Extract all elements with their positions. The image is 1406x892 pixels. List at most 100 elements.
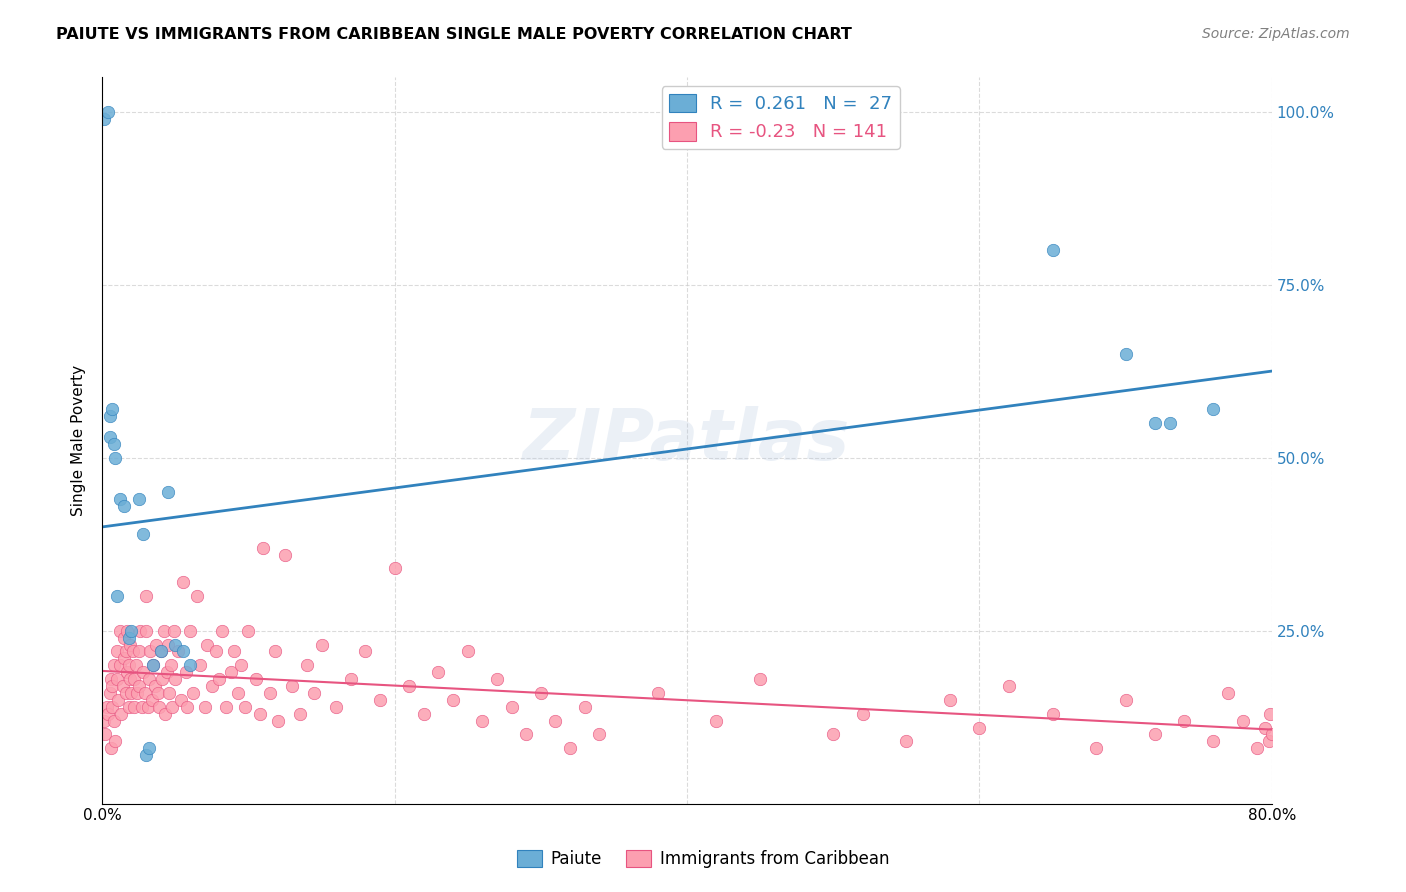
Point: [1042, 244, 1064, 258]
Point: [136, 699, 159, 714]
Point: [129, 624, 152, 638]
Point: [172, 644, 194, 658]
Point: [118, 638, 141, 652]
Point: [398, 679, 420, 693]
Point: [1143, 727, 1166, 741]
Point: [339, 672, 361, 686]
Point: [851, 706, 873, 721]
Point: [97, 105, 120, 120]
Point: [1232, 714, 1254, 728]
Point: [384, 561, 406, 575]
Point: [104, 734, 127, 748]
Point: [997, 679, 1019, 693]
Point: [457, 644, 479, 658]
Point: [1202, 402, 1225, 417]
Point: [163, 624, 186, 638]
Point: [117, 631, 139, 645]
Point: [128, 679, 150, 693]
Legend: Paiute, Immigrants from Caribbean: Paiute, Immigrants from Caribbean: [510, 843, 896, 875]
Point: [103, 714, 125, 728]
Point: [530, 686, 553, 700]
Point: [588, 727, 610, 741]
Point: [146, 686, 169, 700]
Point: [134, 686, 156, 700]
Point: [325, 699, 347, 714]
Point: [295, 658, 318, 673]
Point: [103, 658, 125, 673]
Text: PAIUTE VS IMMIGRANTS FROM CARIBBEAN SINGLE MALE POVERTY CORRELATION CHART: PAIUTE VS IMMIGRANTS FROM CARIBBEAN SING…: [56, 27, 852, 42]
Point: [939, 693, 962, 707]
Point: [110, 706, 132, 721]
Point: [120, 624, 142, 638]
Point: [132, 665, 155, 680]
Point: [179, 658, 201, 673]
Point: [1261, 727, 1284, 741]
Legend: R =  0.261   N =  27, R = -0.23   N = 141: R = 0.261 N = 27, R = -0.23 N = 141: [662, 87, 900, 149]
Point: [208, 672, 231, 686]
Text: Source: ZipAtlas.com: Source: ZipAtlas.com: [1202, 27, 1350, 41]
Point: [823, 727, 845, 741]
Point: [1115, 347, 1137, 361]
Point: [219, 665, 242, 680]
Point: [94, 727, 117, 741]
Point: [152, 624, 174, 638]
Point: [149, 644, 172, 658]
Point: [1216, 686, 1239, 700]
Point: [281, 679, 304, 693]
Point: [118, 672, 141, 686]
Point: [471, 714, 494, 728]
Point: [114, 686, 136, 700]
Point: [179, 624, 201, 638]
Y-axis label: Single Male Poverty: Single Male Poverty: [72, 365, 86, 516]
Point: [148, 699, 170, 714]
Point: [222, 644, 245, 658]
Point: [704, 714, 727, 728]
Point: [485, 672, 508, 686]
Point: [288, 706, 311, 721]
Point: [138, 741, 160, 756]
Text: ZIPatlas: ZIPatlas: [523, 406, 851, 475]
Point: [896, 734, 918, 748]
Point: [96, 699, 118, 714]
Point: [101, 402, 124, 417]
Point: [647, 686, 669, 700]
Point: [149, 644, 172, 658]
Point: [98, 409, 121, 424]
Point: [100, 672, 122, 686]
Point: [1115, 693, 1137, 707]
Point: [274, 548, 297, 562]
Point: [145, 638, 167, 652]
Point: [186, 589, 208, 603]
Point: [170, 693, 193, 707]
Point: [105, 589, 128, 603]
Point: [174, 665, 197, 680]
Point: [226, 686, 249, 700]
Point: [1260, 706, 1282, 721]
Point: [235, 699, 257, 714]
Point: [112, 651, 135, 665]
Point: [139, 644, 162, 658]
Point: [515, 727, 537, 741]
Point: [159, 686, 181, 700]
Point: [120, 686, 142, 700]
Point: [354, 644, 377, 658]
Point: [427, 665, 450, 680]
Point: [368, 693, 391, 707]
Point: [138, 672, 160, 686]
Point: [197, 638, 219, 652]
Point: [142, 658, 165, 673]
Point: [1246, 741, 1268, 756]
Point: [1085, 741, 1108, 756]
Point: [749, 672, 772, 686]
Point: [266, 714, 288, 728]
Point: [188, 658, 211, 673]
Point: [93, 112, 115, 126]
Point: [249, 706, 271, 721]
Point: [142, 658, 165, 673]
Point: [124, 672, 146, 686]
Point: [135, 624, 157, 638]
Point: [302, 686, 325, 700]
Point: [114, 644, 136, 658]
Point: [108, 492, 131, 507]
Point: [1253, 721, 1275, 735]
